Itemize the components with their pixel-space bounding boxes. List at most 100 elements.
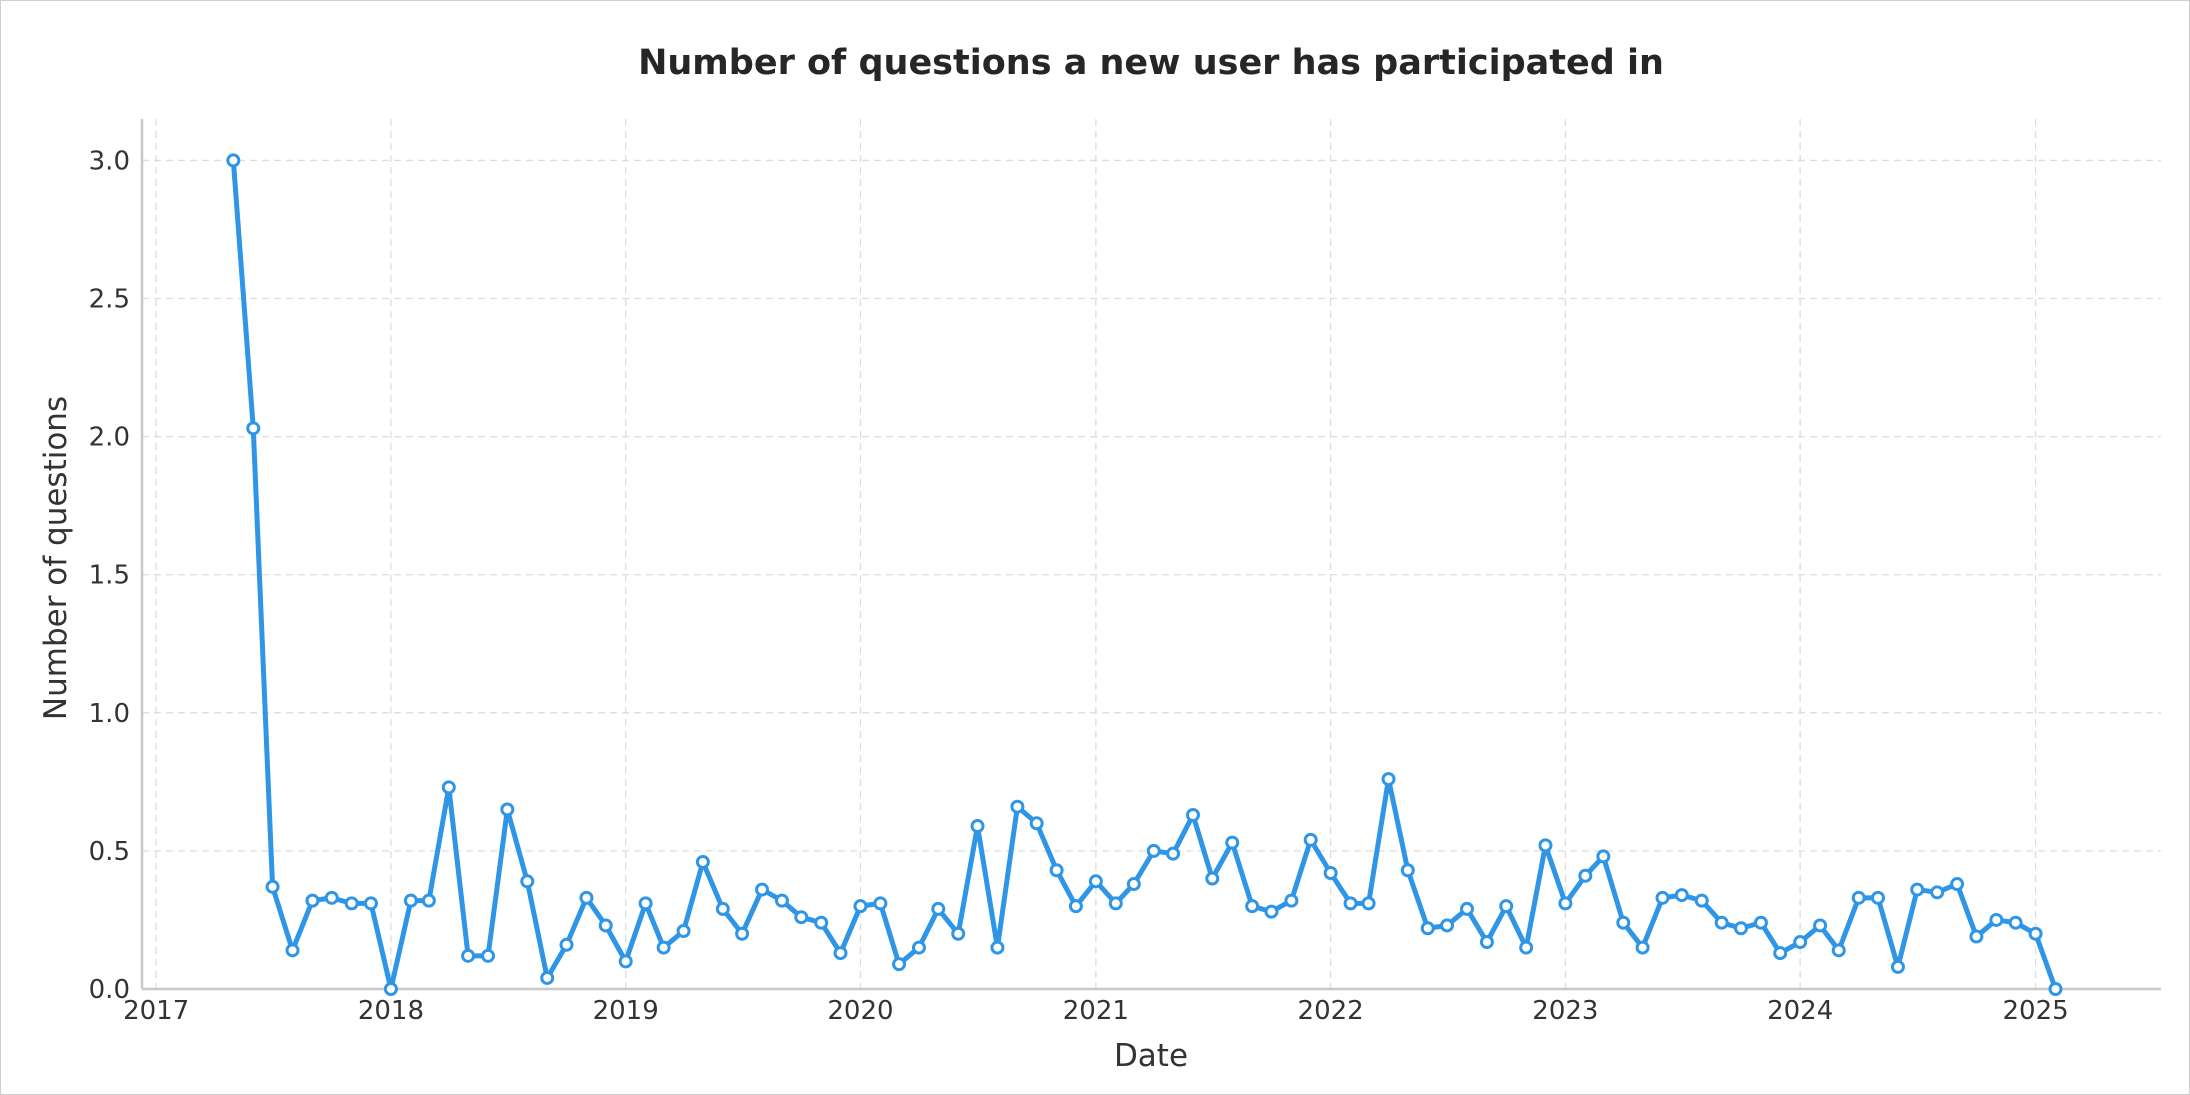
data-point [1793,935,1808,950]
data-point [755,882,770,897]
data-point [1420,921,1435,936]
data-point [1343,896,1358,911]
data-point [695,854,710,869]
data-point [403,893,418,908]
data-point [1126,877,1141,892]
data-point [931,901,946,916]
x-tick-label: 2017 [123,996,189,1026]
y-tick-label: 0.5 [89,837,130,867]
data-point [1714,915,1729,930]
data-point [1910,882,1925,897]
data-points [226,153,2063,996]
data-point [579,890,594,905]
x-tick-label: 2020 [827,996,893,1026]
data-point [421,893,436,908]
y-tick-label: 2.5 [89,285,130,315]
data-point [461,948,476,963]
y-tick-label: 1.0 [89,699,130,729]
data-point [1400,863,1415,878]
data-point [1049,863,1064,878]
data-point [1674,888,1689,903]
data-point [520,874,535,889]
data-point [598,918,613,933]
x-axis-label: Date [1114,1038,1188,1074]
data-point [1479,935,1494,950]
data-point [1284,893,1299,908]
chart-title: Number of questions a new user has parti… [638,43,1664,83]
data-point [500,802,515,817]
data-point [1323,866,1338,880]
data-point [873,896,888,911]
data-point [1831,943,1846,958]
data-point [1930,885,1945,900]
data-point [1753,915,1768,930]
data-point [1303,832,1318,847]
data-point [1870,890,1885,905]
data-point [970,819,985,834]
data-point [794,910,809,925]
data-point [676,924,691,938]
data-point [540,970,555,985]
data-point [265,879,280,894]
data-point [363,896,378,911]
y-axis-label: Number of questions [38,396,74,720]
data-point [1029,816,1044,831]
data-point [1381,772,1396,787]
data-point [1596,849,1611,864]
data-point [1068,899,1083,914]
gridlines [142,119,2161,989]
data-point [1205,871,1220,886]
x-tick-label: 2018 [358,996,424,1026]
data-point [990,940,1005,955]
data-point [1459,901,1474,916]
data-point [2048,982,2063,996]
data-point [1773,946,1788,961]
data-point [1558,896,1573,911]
data-point [618,954,633,969]
x-tick-label: 2023 [1532,996,1598,1026]
data-point [226,153,241,168]
data-point [1245,899,1260,914]
data-point [1851,890,1866,905]
data-point [1694,893,1709,908]
data-point [1010,799,1025,814]
data-point [441,780,456,795]
data-point [1813,918,1828,933]
data-point [1440,918,1455,933]
data-point [1361,896,1376,911]
y-tick-label: 1.5 [89,561,130,591]
data-point [305,893,320,908]
data-point [1635,940,1650,955]
x-tick-label: 2019 [593,996,659,1026]
x-tick-label: 2021 [1063,996,1129,1026]
y-tick-label: 3.0 [89,146,130,176]
data-point [911,940,926,955]
data-point [1499,899,1514,914]
data-point [853,899,868,914]
data-point [1088,874,1103,889]
data-point [1733,921,1748,936]
data-point [324,890,339,905]
data-point [246,421,261,436]
data-point [1519,940,1534,955]
data-point [2028,926,2043,941]
data-point [1185,808,1200,822]
data-point [1108,896,1123,911]
data-point [1264,904,1279,919]
series-line [230,157,2059,992]
y-tick-label: 0.0 [89,975,130,1005]
data-point [383,982,398,996]
data-point [559,937,574,952]
data-point [344,896,359,911]
data-point [1578,868,1593,883]
axes-spines [140,119,2161,991]
data-point [1225,835,1240,850]
tick-labels: 0.0 0.5 1.0 1.5 2.0 2.5 3.0 2017 2018 2019 2020 202… [89,146,2069,1026]
data-point [1616,915,1631,930]
data-point [1655,890,1670,905]
data-point [656,940,671,955]
data-point [892,957,907,972]
data-point [735,926,750,941]
